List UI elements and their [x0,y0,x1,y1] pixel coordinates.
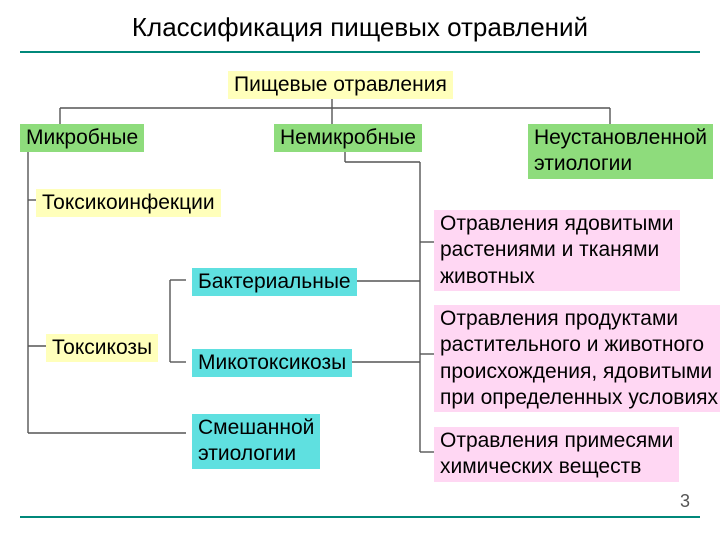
node-poison-chemical: Отравления примесями химических веществ [434,427,679,482]
bottom-rule [20,516,700,518]
node-microbial: Микробные [20,124,144,152]
node-mycotoxicoses: Микотоксикозы [192,349,352,377]
node-bacterial: Бактериальные [192,268,357,296]
node-toxicoses: Токсикозы [46,334,158,362]
node-poison-conditional: Отравления продуктами растительного и жи… [434,305,720,412]
node-root: Пищевые отравления [228,71,453,99]
node-unknown: Неустановленной этиологии [528,124,713,179]
node-toxicoinfections: Токсикоинфекции [36,189,221,217]
top-rule [20,51,700,53]
page-number: 3 [680,491,690,512]
page-title: Классификация пищевых отравлений [0,0,720,51]
node-nonmicrobial: Немикробные [274,124,422,152]
node-mixed-etiology: Смешанной этиологии [192,414,320,469]
node-poison-plants: Отравления ядовитыми растениями и тканям… [434,210,680,291]
